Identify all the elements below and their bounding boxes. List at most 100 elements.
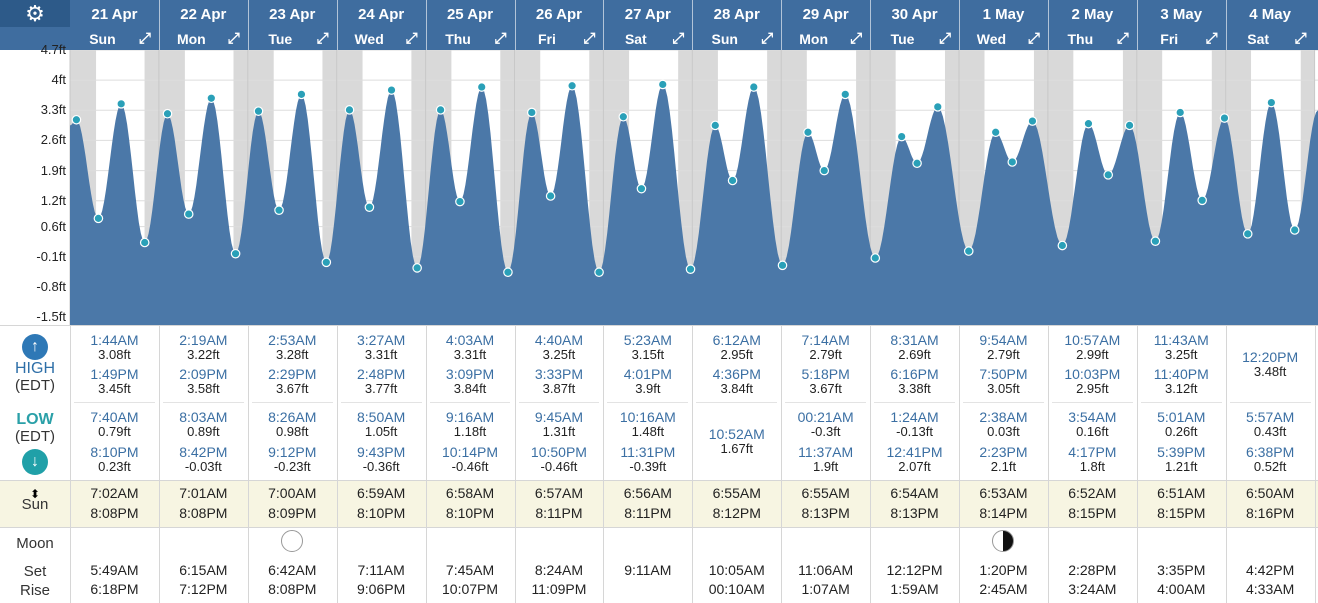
tide-point[interactable] [526, 107, 537, 118]
tide-point[interactable] [1150, 236, 1161, 247]
tide-point[interactable] [183, 209, 194, 219]
tide-point[interactable] [296, 89, 307, 100]
tide-point[interactable] [896, 131, 907, 142]
tide-point[interactable] [963, 246, 974, 256]
tide-point[interactable] [1197, 195, 1207, 206]
tide-point[interactable] [93, 213, 104, 224]
day-date: 4 May [1249, 6, 1291, 23]
tide-point[interactable] [116, 99, 126, 109]
tide-point[interactable] [990, 127, 1001, 138]
moonrise-time: 2:45AM [979, 581, 1028, 597]
tide-point[interactable] [1266, 97, 1277, 108]
day-expand-button[interactable]: Mon ⤢ [781, 27, 870, 50]
tide-point[interactable] [1027, 116, 1038, 126]
tide-point[interactable] [274, 205, 284, 215]
tide-point[interactable] [932, 102, 943, 112]
moonset-time: 3:35PM [1157, 562, 1206, 578]
high-time: 1:44AM [90, 332, 139, 348]
tide-point[interactable] [1175, 107, 1186, 118]
tide-point[interactable] [1007, 157, 1018, 167]
tide-point[interactable] [803, 127, 813, 138]
tide-point[interactable] [727, 175, 738, 186]
tide-point[interactable] [71, 114, 82, 125]
tide-point[interactable] [636, 183, 647, 194]
tide-point[interactable] [386, 85, 397, 95]
day-expand-button[interactable]: Wed ⤢ [337, 27, 426, 50]
day-expand-button[interactable]: Sun ⤢ [692, 27, 781, 50]
low-time: 1:24AM [890, 409, 939, 425]
tide-point[interactable] [230, 248, 241, 259]
low-time: 2:38AM [979, 409, 1028, 425]
tide-point[interactable] [1057, 240, 1068, 251]
day-expand-button[interactable]: Sat ⤢ [1226, 27, 1315, 50]
moonset-time: 2:28PM [1068, 562, 1117, 578]
tide-point[interactable] [1124, 120, 1135, 131]
tide-point[interactable] [567, 80, 577, 91]
tide-point[interactable] [253, 106, 264, 116]
tide-point[interactable] [657, 79, 668, 90]
tide-point[interactable] [206, 93, 217, 104]
low-time: 10:16AM [619, 409, 676, 425]
tide-point[interactable] [364, 202, 375, 212]
day-expand-button[interactable]: Mon ⤢ [159, 27, 248, 50]
low-time: 9:12PM [268, 444, 317, 460]
tide-point[interactable] [748, 82, 759, 92]
low-height: -0.46ft [540, 459, 578, 474]
high-time: 4:01PM [623, 366, 672, 382]
tide-point[interactable] [840, 89, 851, 100]
tide-point[interactable] [710, 120, 721, 131]
tide-point[interactable] [618, 111, 629, 122]
tide-point[interactable] [476, 82, 487, 92]
tide-table: ↑ HIGH (EDT) LOW (EDT) ↓ ⬍ Sun Moon Set Rise 1:44AM… [0, 325, 1318, 603]
high-height: 3.15ft [631, 347, 665, 362]
tide-point[interactable] [685, 264, 696, 274]
gear-icon[interactable]: ⚙ [0, 0, 70, 27]
tide-point[interactable] [1289, 225, 1300, 235]
tide-point[interactable] [412, 263, 422, 273]
low-height: 2.07ft [898, 459, 931, 474]
high-height: 3.31ft [453, 347, 487, 362]
tide-point[interactable] [1103, 170, 1114, 180]
tide-point[interactable] [344, 105, 355, 115]
sunrise-time: 6:51AM [1157, 485, 1206, 501]
low-height: 1.67ft [720, 441, 753, 456]
day-expand-button[interactable]: Thu ⤢ [426, 27, 515, 50]
y-tick-label: 1.2ft [40, 192, 66, 208]
tide-point[interactable] [912, 158, 922, 169]
day-expand-button[interactable]: Wed ⤢ [959, 27, 1048, 50]
day-of-week: Sun [711, 31, 738, 47]
low-time: 6:38PM [1246, 444, 1295, 460]
tide-point[interactable] [139, 237, 150, 248]
tide-point[interactable] [455, 196, 465, 207]
day-expand-button[interactable]: Tue ⤢ [248, 27, 337, 50]
day-expand-button[interactable]: Fri ⤢ [515, 27, 604, 50]
tide-point[interactable] [503, 267, 513, 278]
day-expand-button[interactable]: Sat ⤢ [603, 27, 692, 50]
sunset-time: 8:12PM [712, 505, 761, 521]
tide-point[interactable] [435, 105, 446, 115]
moonrise-time: 4:33AM [1246, 581, 1295, 597]
tide-point[interactable] [545, 191, 556, 201]
tide-point[interactable] [321, 257, 332, 268]
day-expand-button[interactable]: Tue ⤢ [870, 27, 959, 50]
sunrise-time: 6:59AM [357, 485, 406, 501]
low-time: 11:31PM [620, 444, 676, 460]
tide-point[interactable] [819, 165, 830, 176]
day-expand-button[interactable]: Fri ⤢ [1137, 27, 1226, 50]
tide-point[interactable] [1083, 118, 1094, 129]
high-height: 2.95ft [720, 347, 753, 362]
tide-point[interactable] [1242, 229, 1253, 239]
sun-label: Sun [21, 496, 49, 513]
tide-point[interactable] [594, 267, 604, 278]
moonset-time: 11:06AM [798, 562, 854, 578]
tide-point[interactable] [777, 260, 788, 271]
sunrise-time: 6:55AM [712, 485, 761, 501]
tide-point[interactable] [162, 108, 173, 119]
expand-icon: ⤢ [316, 30, 329, 47]
day-expand-button[interactable]: Sun ⤢ [70, 27, 159, 50]
tide-point[interactable] [870, 253, 881, 263]
tide-point[interactable] [1219, 113, 1230, 123]
tide-chart [69, 50, 1318, 325]
day-expand-button[interactable]: Thu ⤢ [1048, 27, 1137, 50]
day-date: 2 May [1071, 6, 1114, 23]
